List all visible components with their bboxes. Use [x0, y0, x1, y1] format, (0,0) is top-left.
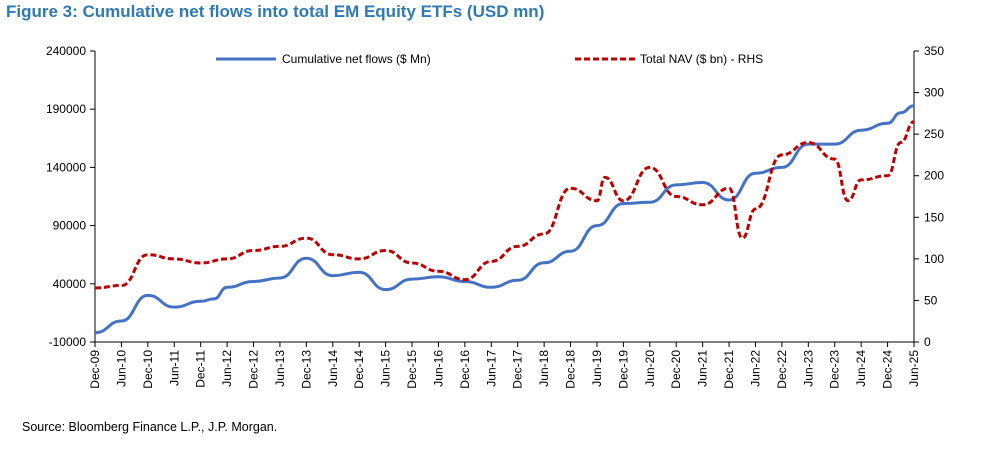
right-tick-label: 150: [924, 210, 944, 224]
x-tick-label: Dec-20: [669, 350, 683, 389]
legend-flows-label: Cumulative net flows ($ Mn): [282, 52, 431, 66]
chart-svg: -10000 40000 90000 140000 190000 240000 0 50 10…: [46, 44, 944, 389]
x-tick-label: Dec-23: [828, 350, 842, 389]
source-note: Source: Bloomberg Finance L.P., J.P. Mor…: [22, 420, 278, 434]
x-tick-label: Jun-18: [537, 350, 551, 387]
x-tick-label: Dec-22: [775, 350, 789, 389]
x-tick-label: Dec-18: [564, 350, 578, 389]
x-tick-label: Dec-09: [88, 350, 102, 389]
x-tick-label: Jun-19: [590, 350, 604, 387]
x-tick-label: Dec-13: [299, 350, 313, 389]
x-tick-label: Jun-12: [220, 350, 234, 387]
left-tick-label: 240000: [46, 44, 86, 58]
left-tick-label: 190000: [46, 102, 86, 116]
right-tick-label: 50: [924, 293, 938, 307]
legend: Cumulative net flows ($ Mn) Total NAV ($ …: [216, 52, 763, 66]
x-tick-label: Jun-17: [484, 350, 498, 387]
left-tick-label: 140000: [46, 160, 86, 174]
series-group: [94, 104, 915, 335]
x-tick-label: Jun-10: [114, 350, 128, 387]
x-tick-label: Dec-21: [722, 350, 736, 389]
left-tick-label: -10000: [49, 335, 87, 349]
x-tick-label: Dec-11: [194, 350, 208, 388]
x-axis: Dec-09 Jun-10 Dec-10 Jun-11 Dec-11 Jun-12 Dec-…: [88, 342, 921, 389]
right-tick-label: 0: [924, 335, 931, 349]
x-tick-label: Jun-22: [748, 350, 762, 387]
x-tick-label: Dec-24: [881, 350, 895, 389]
right-tick-label: 250: [924, 127, 944, 141]
x-tick-label: Jun-11: [167, 350, 181, 386]
x-tick-label: Dec-17: [511, 350, 525, 389]
x-tick-label: Jun-15: [379, 350, 393, 387]
x-tick-label: Jun-21: [696, 350, 710, 387]
x-tick-label: Jun-16: [431, 350, 445, 387]
left-tick-label: 90000: [53, 219, 87, 233]
x-tick-label: Jun-25: [907, 350, 921, 387]
x-tick-label: Dec-14: [352, 350, 366, 389]
x-tick-label: Dec-19: [616, 350, 630, 389]
x-tick-label: Dec-12: [247, 350, 261, 389]
plot-frame: [94, 51, 915, 343]
x-tick-label: Jun-13: [273, 350, 287, 387]
flows-series-line: [94, 104, 915, 335]
left-axis: -10000 40000 90000 140000 190000 240000: [46, 44, 95, 349]
right-tick-label: 300: [924, 86, 944, 100]
x-tick-label: Jun-24: [854, 350, 868, 387]
x-tick-label: Dec-16: [458, 350, 472, 389]
x-tick-label: Jun-14: [326, 350, 340, 387]
right-axis: 0 50 100 150 200 250 300 350: [914, 44, 944, 349]
legend-nav-label: Total NAV ($ bn) - RHS: [640, 52, 763, 66]
chart-title: Figure 3: Cumulative net flows into tota…: [6, 2, 545, 21]
right-tick-label: 350: [924, 44, 944, 58]
left-tick-label: 40000: [53, 277, 87, 291]
nav-series-line: [94, 120, 915, 290]
right-tick-label: 200: [924, 169, 944, 183]
x-tick-label: Jun-23: [801, 350, 815, 387]
x-tick-label: Jun-20: [643, 350, 657, 387]
right-tick-label: 100: [924, 252, 944, 266]
x-tick-label: Dec-10: [141, 350, 155, 389]
x-tick-label: Dec-15: [405, 350, 419, 389]
